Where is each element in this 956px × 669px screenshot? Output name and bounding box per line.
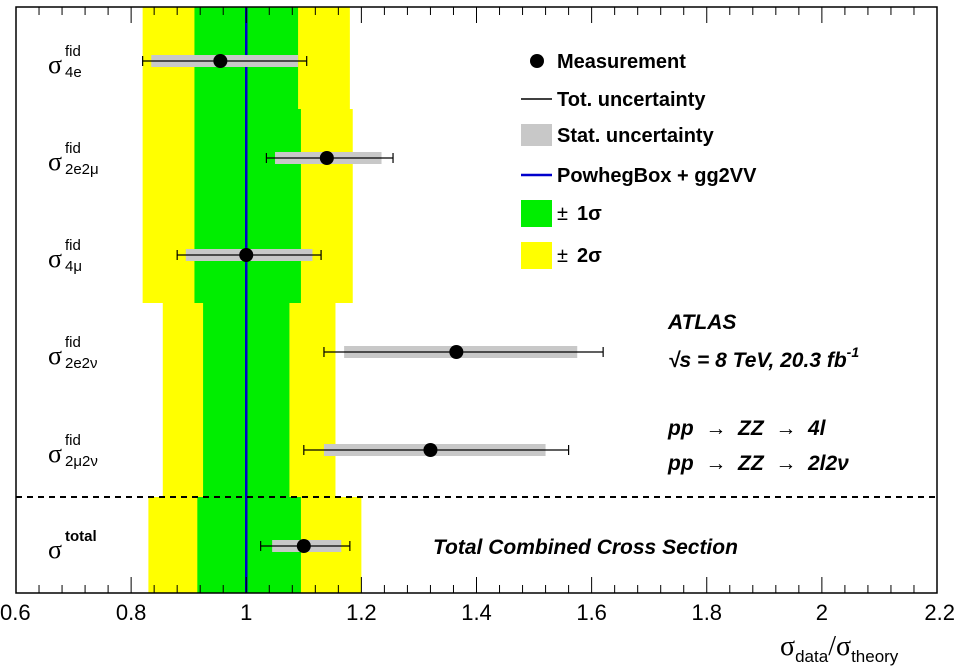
x-tick-label: 1 <box>240 600 252 625</box>
legend-marker-measurement <box>530 54 544 68</box>
row-label-symbol: σ <box>48 439 62 468</box>
row-label-sub: 2e2μ <box>65 161 99 178</box>
legend-marker-band1 <box>521 200 552 227</box>
x-axis-ticks: 0.6 0.8 1 1.2 1.4 1.6 1.8 2 2.2 <box>0 7 955 625</box>
measurement-point <box>239 248 254 262</box>
row-label-sup: fid <box>65 43 81 60</box>
row-label-sup: fid <box>65 432 81 449</box>
row-label-sup: fid <box>65 237 81 254</box>
legend-label-tot: Tot. uncertainty <box>557 89 706 111</box>
energy-sup: -1 <box>847 344 860 360</box>
measurement-point <box>449 345 464 359</box>
x-tick-label: 1.2 <box>346 600 377 625</box>
combined-label: Total Combined Cross Section <box>433 536 738 559</box>
row-label-sup: fid <box>65 140 81 157</box>
row-label-sub: 4e <box>65 64 82 81</box>
row-label-sup: total <box>65 528 97 545</box>
row-label-symbol: σ <box>48 50 62 79</box>
x-title-den: σ <box>836 631 851 662</box>
energy-text: √s = 8 TeV, 20.3 fb <box>668 349 847 372</box>
legend: Measurement Tot. uncertainty Stat. uncer… <box>521 51 757 269</box>
x-title-den-sub: theory <box>851 647 899 666</box>
legend-label-measurement: Measurement <box>557 51 686 73</box>
x-tick-label: 0.6 <box>0 600 31 625</box>
x-tick-label: 0.8 <box>116 600 147 625</box>
x-axis-title: σdata/σtheory <box>780 631 899 666</box>
legend-label-stat: Stat. uncertainty <box>557 125 715 147</box>
x-tick-label: 2 <box>816 600 828 625</box>
x-title-num: σ <box>780 631 795 662</box>
x-title-slash: / <box>828 631 836 662</box>
legend-marker-stat <box>521 124 552 146</box>
x-tick-label: 2.2 <box>924 600 955 625</box>
legend-pm-band1: ± <box>557 203 568 225</box>
row-label-symbol: σ <box>48 341 62 370</box>
annotations: ATLAS √s = 8 TeV, 20.3 fb-1 pp → ZZ → 4l… <box>433 311 859 559</box>
experiment-label: ATLAS <box>667 311 736 334</box>
measurement-point <box>423 443 438 457</box>
legend-marker-band2 <box>521 242 552 269</box>
process-4l-label: pp → ZZ → 4l <box>667 417 827 440</box>
row-label-symbol: σ <box>48 535 62 564</box>
row-label-sub: 2μ2ν <box>65 453 98 470</box>
row-label-symbol: σ <box>48 244 62 273</box>
measurement-point <box>213 54 228 68</box>
row-label-symbol: σ <box>48 147 62 176</box>
measurement-point <box>319 151 334 165</box>
legend-label-theory: PowhegBox + gg2VV <box>557 165 757 187</box>
x-tick-label: 1.4 <box>461 600 492 625</box>
legend-label-band1: 1σ <box>577 203 602 225</box>
legend-label-band2: 2σ <box>577 245 602 267</box>
measurement-point <box>296 539 311 553</box>
theory-bands <box>142 7 362 593</box>
x-tick-label: 1.6 <box>576 600 607 625</box>
x-title-num-sub: data <box>795 647 829 666</box>
row-label-sup: fid <box>65 334 81 351</box>
row-label-sub: 4μ <box>65 258 82 275</box>
energy-label: √s = 8 TeV, 20.3 fb-1 <box>668 344 859 372</box>
process-2l2nu-label: pp → ZZ → 2l2ν <box>667 452 849 475</box>
x-tick-label: 1.8 <box>691 600 722 625</box>
legend-pm-band2: ± <box>557 245 568 267</box>
row-label-sub: 2e2ν <box>65 355 98 372</box>
measurement-errors <box>142 54 604 553</box>
